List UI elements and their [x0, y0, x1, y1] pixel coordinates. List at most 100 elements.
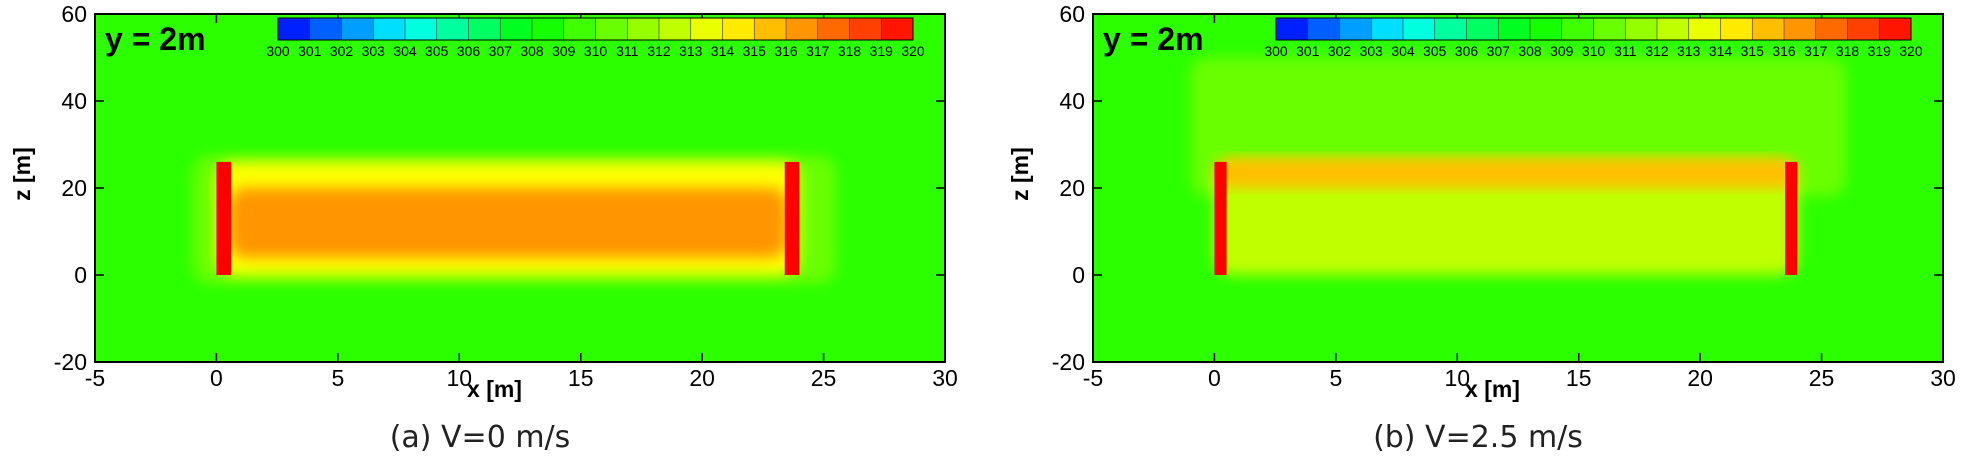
colorbar-tick-label: 300 [266, 43, 290, 59]
x-tick-label: 25 [1809, 365, 1835, 391]
colorbar-tick-label: 306 [457, 43, 481, 59]
x-tick-label: 15 [568, 365, 594, 391]
right-hot-wall [784, 161, 800, 275]
colorbar-tick-label: 319 [870, 43, 894, 59]
colorbar-tick-label: 301 [298, 43, 322, 59]
left-hot-wall [1214, 161, 1227, 275]
colorbar-segment [1498, 18, 1531, 40]
colorbar-segment [1371, 18, 1404, 40]
colorbar-segment [532, 18, 565, 40]
plot-title: y = 2m [105, 21, 206, 57]
colorbar-tick-label: 305 [1423, 43, 1447, 59]
colorbar-segment [1403, 18, 1436, 40]
colorbar-tick-label: 314 [1709, 43, 1733, 59]
colorbar-segment [1434, 18, 1467, 40]
x-tick-label: 10 [1444, 365, 1470, 391]
colorbar-segment [1847, 18, 1880, 40]
colorbar-segment [817, 18, 850, 40]
x-tick-label: 10 [446, 365, 472, 391]
x-tick-label: 20 [1687, 365, 1713, 391]
x-tick-label: -5 [85, 365, 105, 391]
colorbar-tick-label: 314 [711, 43, 735, 59]
colorbar-segment [405, 18, 438, 40]
colorbar-tick-label: 317 [1804, 43, 1828, 59]
plot-area [95, 14, 945, 362]
colorbar-tick-label: 310 [584, 43, 608, 59]
colorbar-segment [341, 18, 374, 40]
colorbar-segment [1593, 18, 1626, 40]
y-tick-label: 40 [1059, 88, 1085, 114]
colorbar-tick-label: 312 [1645, 43, 1669, 59]
colorbar-tick-label: 308 [1518, 43, 1542, 59]
colorbar-tick-label: 302 [330, 43, 354, 59]
x-tick-label: 5 [331, 365, 344, 391]
x-tick-label: -5 [1083, 365, 1103, 391]
colorbar-segment [1466, 18, 1499, 40]
left-hot-wall [216, 161, 231, 275]
colorbar-tick-label: 316 [1772, 43, 1796, 59]
colorbar-segment [1561, 18, 1594, 40]
x-tick-label: 30 [932, 365, 958, 391]
colorbar-tick-label: 300 [1264, 43, 1288, 59]
panel-b: -5 0 5 10 15 20 25 30 -20 0 20 40 60 x [m] z [m] y = 2m… [1007, 1, 1956, 455]
y-tick-label: 40 [61, 88, 87, 114]
x-tick-label: 25 [811, 365, 837, 391]
y-tick-label: 0 [74, 262, 87, 288]
colorbar-segment [1688, 18, 1721, 40]
colorbar-tick-label: 305 [425, 43, 449, 59]
colorbar-segment [786, 18, 819, 40]
colorbar-tick-label: 301 [1296, 43, 1320, 59]
colorbar-segment [1720, 18, 1753, 40]
colorbar-tick-label: 303 [1360, 43, 1384, 59]
colorbar-tick-label: 318 [1836, 43, 1860, 59]
y-tick-label: -20 [54, 349, 87, 375]
x-tick-label: 15 [1566, 365, 1592, 391]
panel-caption: (a) V=0 m/s [390, 420, 571, 455]
colorbar-tick-label: 308 [520, 43, 544, 59]
colorbar-segment [1752, 18, 1785, 40]
colorbar-segment [1657, 18, 1690, 40]
colorbar-segment [1784, 18, 1817, 40]
colorbar-tick-label: 316 [774, 43, 798, 59]
colorbar: 300 301 302 303 304 305 306 307 308 309 310 311 312 3… [266, 17, 925, 59]
interior-core [228, 188, 788, 258]
colorbar-tick-label: 307 [1487, 43, 1511, 59]
colorbar-frame [277, 17, 914, 41]
colorbar-segment [563, 18, 596, 40]
right-hot-wall [1785, 161, 1798, 275]
colorbar-tick-label: 304 [1391, 43, 1415, 59]
colorbar-segment [1276, 18, 1309, 40]
x-tick-label: 5 [1329, 365, 1342, 391]
colorbar-tick-label: 313 [1677, 43, 1701, 59]
colorbar-tick-label: 311 [1614, 43, 1637, 59]
colorbar-segment [881, 18, 914, 40]
plot-area [1093, 14, 1943, 362]
colorbar-segment [627, 18, 660, 40]
colorbar-tick-label: 315 [743, 43, 767, 59]
top-band [1214, 157, 1798, 188]
y-tick-label: 60 [1059, 1, 1085, 27]
panel-a: -5 0 5 10 15 20 25 30 -20 0 20 40 60 x [m] z [m] y = 2m… [9, 1, 958, 455]
y-axis-label: z [m] [9, 147, 35, 201]
x-tick-label: 0 [1208, 365, 1221, 391]
colorbar-segment [500, 18, 533, 40]
y-tick-label: 60 [61, 1, 87, 27]
colorbar-segment [278, 18, 311, 40]
colorbar-tick-label: 311 [616, 43, 639, 59]
colorbar-segment [754, 18, 787, 40]
colorbar-tick-label: 313 [679, 43, 703, 59]
x-axis-label: x [m] [467, 376, 522, 402]
y-tick-label: 20 [61, 175, 87, 201]
colorbar-segment [849, 18, 882, 40]
colorbar-tick-label: 309 [1550, 43, 1574, 59]
x-tick-label: 20 [689, 365, 715, 391]
colorbar-segment [1879, 18, 1912, 40]
x-tick-label: 30 [1930, 365, 1956, 391]
colorbar-segment [1339, 18, 1372, 40]
colorbar-segment [1815, 18, 1848, 40]
colorbar-tick-label: 315 [1741, 43, 1765, 59]
colorbar-segment [373, 18, 406, 40]
colorbar-tick-label: 317 [806, 43, 830, 59]
plot-title: y = 2m [1103, 21, 1204, 57]
